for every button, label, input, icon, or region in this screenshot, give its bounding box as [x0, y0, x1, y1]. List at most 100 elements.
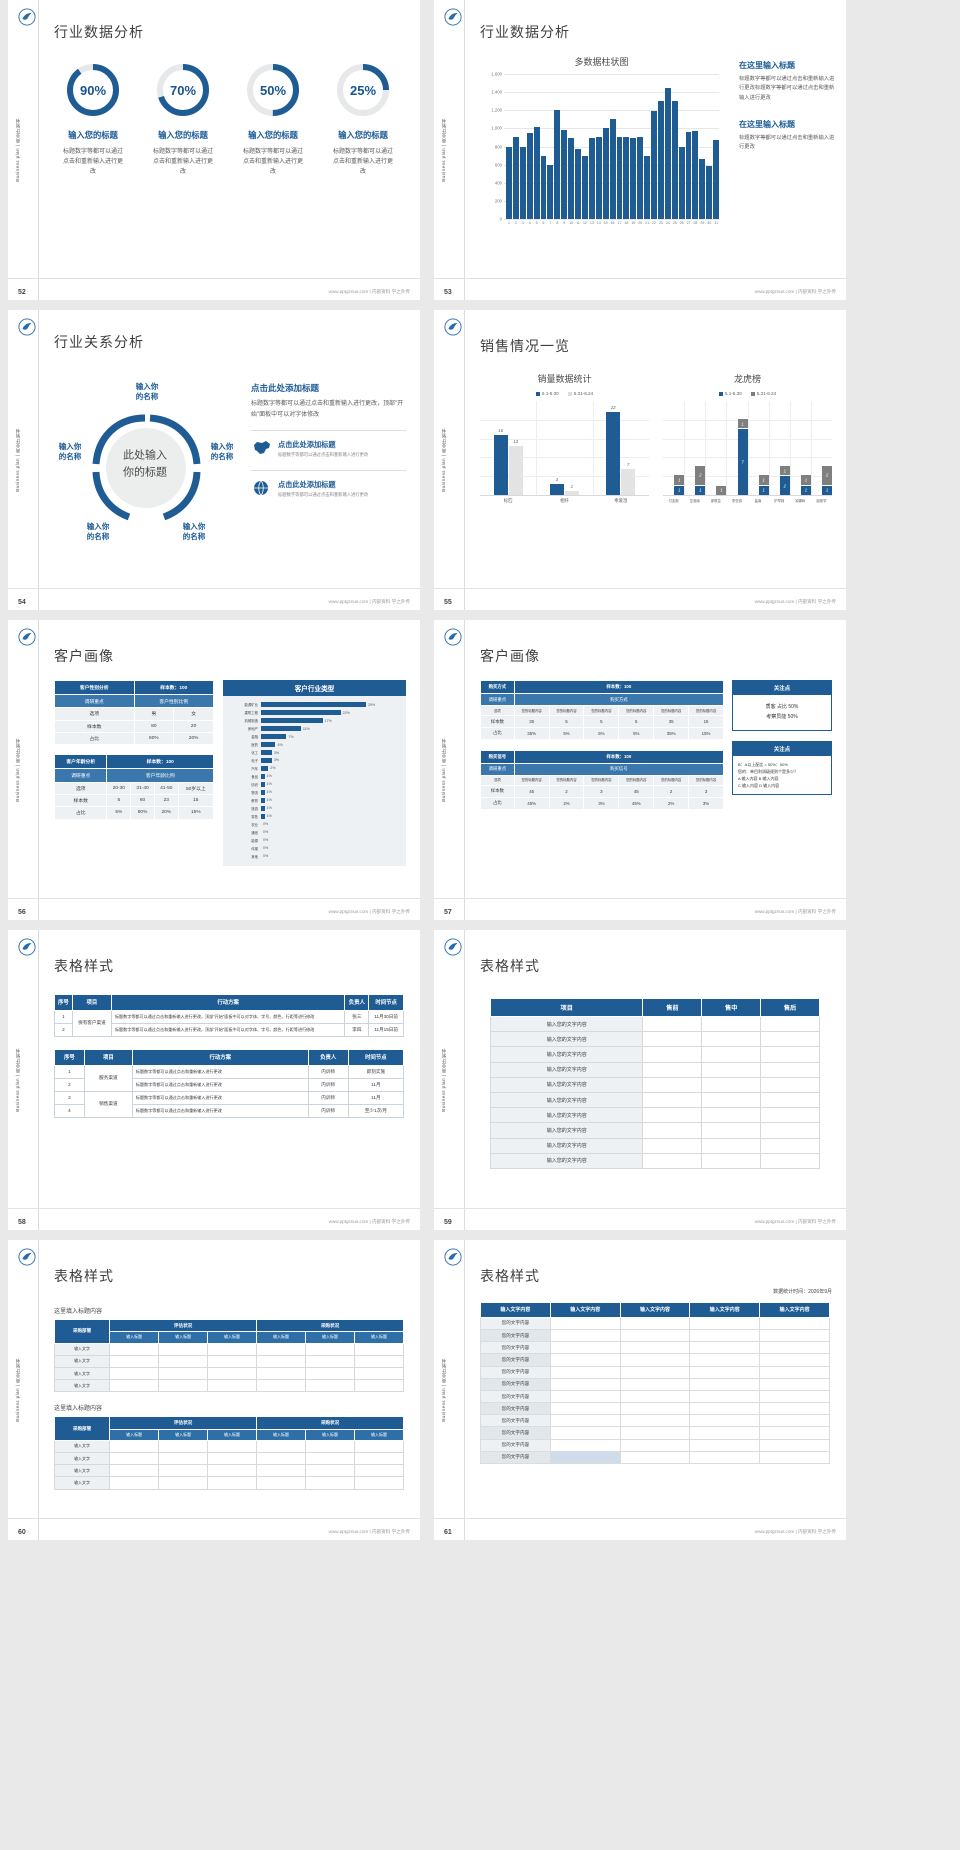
- hbar-value: 2%: [270, 766, 276, 771]
- table-row: 您的文字内容: [480, 1450, 830, 1465]
- hbar-row: 教育 1%: [227, 797, 402, 804]
- hbar: [261, 742, 276, 747]
- table-row: 占比 80% 20%: [54, 731, 214, 746]
- x-tick: 25: [672, 221, 677, 225]
- slide-54[interactable]: Business plan | 商业计划书 行业关系分析 输入你 的名称 输入你的…: [8, 310, 420, 610]
- y-tick: 1,400: [491, 89, 502, 95]
- gridline: [504, 92, 719, 94]
- page-title: 行业数据分析: [480, 24, 570, 40]
- side-label: Business plan | 商业计划书: [15, 118, 20, 182]
- bar-value: 13: [513, 439, 519, 445]
- table-subheader-row: 输入标题 输入标题 输入标题 输入标题 输入标题 输入标题: [55, 1428, 405, 1441]
- bar: [664, 87, 671, 219]
- feature-body: 标题数字等都可以通过点击和重新输入进行更改: [278, 451, 369, 457]
- x-tick: 27: [686, 221, 691, 225]
- purchase-table-2[interactable]: 采购部管 评估状况 采购状况 输入标题 输入标题 输入标题 输入标题 输入标题 输入标题 输入文字…: [53, 1416, 405, 1490]
- category-label: 纺织: [251, 782, 258, 787]
- donut-item[interactable]: 25% 输入您的标题 标题数字等都可以通过点击和重新输入进行更改: [318, 62, 408, 178]
- donut-heading: 输入您的标题: [158, 130, 208, 140]
- table-area: 项目 售前 售中 售后 输入您的文字内容 输入您的文字内容 输入您的文字内容 输入您的文字内容…: [489, 998, 820, 1169]
- bar-segment: 1: [822, 485, 832, 495]
- column-header: 售中: [701, 998, 762, 1017]
- gridline: [504, 74, 719, 75]
- segment-value: 2: [699, 472, 702, 478]
- hbar-value: 0%: [263, 822, 269, 827]
- y-tick: 1,000: [491, 125, 502, 131]
- category-label: 机械制造: [244, 719, 258, 724]
- slide-57[interactable]: Business plan | 商业计划书 客户画像 购买方式 样本数：100 调…: [434, 620, 846, 920]
- hbar-value: 17%: [324, 718, 332, 723]
- gridline: [480, 419, 649, 421]
- data-table[interactable]: 输入文字内容 输入文字内容 输入文字内容 输入文字内容 输入文字内容 您的文字内容 您的文字…: [480, 1302, 830, 1465]
- slide-53[interactable]: Business plan | 商业计划书 行业数据分析 多数据柱状图 0 200…: [434, 0, 846, 300]
- y-tick: 400: [494, 180, 502, 186]
- page-title: 表格样式: [54, 958, 114, 974]
- gridline: [480, 476, 649, 478]
- buy-method-table[interactable]: 购买方式 样本数：100 调研重点 购买方式 选项 您的标题内容 您的标题内容 您的标题内…: [480, 680, 725, 740]
- hbar-row: 纺织 1%: [227, 781, 402, 788]
- donut-body: 标题数字等都可以通过点击和重新输入进行更改: [62, 149, 123, 175]
- bar-segment: 2: [695, 465, 706, 485]
- bar-chart-multi: 多数据柱状图 0 200 400 600 800 1,000 1,200 1,400 1,600…: [484, 55, 720, 235]
- slide-60[interactable]: Business plan | 商业计划书 表格样式 这里填入标题内容 采购部管…: [8, 1240, 420, 1540]
- column-header: 输入文字内容: [759, 1302, 830, 1318]
- sidebar-divider: [38, 1240, 39, 1540]
- bar: [623, 137, 630, 219]
- donut-item[interactable]: 90% 输入您的标题 标题数字等都可以通过点击和重新输入进行更改: [48, 62, 138, 178]
- donut-value: 70%: [169, 82, 197, 98]
- subheader-cell: 调研重点: [53, 768, 108, 783]
- table-row: 输入您的文字内容: [489, 1046, 820, 1063]
- purchase-table-1[interactable]: 采购部管 评估状况 采购状况 输入标题 输入标题 输入标题 输入标题 输入标题 输入标题 输入文字…: [53, 1318, 405, 1393]
- bar-segment: 1: [758, 485, 769, 495]
- table-row: 输入您的文字内容: [489, 1137, 820, 1154]
- bar-segment: 1: [800, 475, 811, 485]
- sub-column-header: 输入标题: [158, 1428, 209, 1441]
- x-tick: 5: [535, 221, 538, 225]
- footer-note: www.pptgznus.com | 内部资料 学之外传: [754, 289, 836, 294]
- table-area: 输入文字内容 输入文字内容 输入文字内容 输入文字内容 输入文字内容 您的文字内容 您的文字…: [480, 1302, 830, 1465]
- x-tick: 护早妹: [774, 499, 785, 503]
- gridline: [480, 457, 649, 459]
- slide-59[interactable]: Business plan | 商业计划书 表格样式 项目 售前 售中 售后 输入您的文…: [434, 930, 846, 1230]
- donut-item[interactable]: 50% 输入您的标题 标题数字等都可以通过点击和重新输入进行更改: [228, 62, 318, 178]
- hbar-value: 1%: [266, 814, 272, 819]
- slide-52[interactable]: Business plan | 商业计划书 行业数据分析 90% 输入您的标题 …: [8, 0, 420, 300]
- column-header: 输入文字内容: [480, 1302, 551, 1318]
- subheader-cell: 客户年龄比例: [106, 768, 214, 783]
- table-row: 输入您的文字内容: [489, 1076, 820, 1093]
- footer-note: www.pptgznus.com | 内部资料 学之外传: [328, 1219, 410, 1224]
- slide-58[interactable]: Business plan | 商业计划书 表格样式 序号 项目 行动方案 负责人 时间…: [8, 930, 420, 1230]
- chart-plot: 0 200 400 600 800 1,000 1,200 1,400 1,600: [491, 72, 720, 222]
- hbar-row: 农业 0%: [227, 821, 402, 828]
- gender-table[interactable]: 客户性别分析 样本数：100 调研重点 客户性别比例 选项男女 样本数 80 20 占比…: [54, 680, 214, 746]
- bar: 22: [606, 405, 621, 495]
- slide-55[interactable]: Business plan | 商业计划书 销售情况一览 销量数据统计 5.1-…: [434, 310, 846, 610]
- donut-item[interactable]: 70% 输入您的标题 标题数字等都可以通过点击和重新输入进行更改: [138, 62, 228, 178]
- column-header: 售后: [760, 998, 820, 1017]
- chart-title: 龙虎榜: [733, 374, 761, 384]
- action-table-2[interactable]: 序号 项目 行动方案 负责人 时间节点 1 服务渠道 标题数字等都可以通过点击和重新输入进行更…: [54, 1048, 405, 1118]
- column-header: 售前: [642, 998, 703, 1017]
- table-row: 输入文字: [53, 1342, 405, 1356]
- column-header: 行动方案: [131, 1048, 309, 1066]
- node-label-right: 输入你 的名称: [210, 442, 234, 462]
- bar: [554, 110, 561, 219]
- slide-61[interactable]: Business plan | 商业计划书 表格样式 数据统计时间：2026年9…: [434, 1240, 846, 1540]
- slide-56[interactable]: Business plan | 商业计划书 客户画像 客户性别分析 样本数：100…: [8, 620, 420, 920]
- column-header: 评估状况: [109, 1318, 258, 1333]
- table-row: 样本数 5 60 23 15: [53, 793, 215, 808]
- x-tick: 12: [582, 221, 587, 225]
- age-table[interactable]: 客户年龄分析 样本数：100 调研重点 客户年龄比例 选项 20-30 31-40 41-…: [53, 754, 215, 820]
- service-table[interactable]: 项目 售前 售中 售后 输入您的文字内容 输入您的文字内容 输入您的文字内容 输入您的文字内容…: [489, 998, 820, 1169]
- feature-row[interactable]: 点击此处添加标题 标题数字等都可以通过点击和重新输入进行更改: [251, 429, 406, 461]
- sidebar-divider: [464, 310, 465, 610]
- donut-group: 90% 输入您的标题 标题数字等都可以通过点击和重新输入进行更改 70% 输入您…: [48, 62, 408, 178]
- table-header-row: 采购部管 评估状况 采购状况: [53, 1416, 404, 1441]
- buy-signal-table[interactable]: 购买信号 样本数：100 调研重点 购买信号 选项 您的标题内容 您的标题内容 您的标题内…: [480, 749, 725, 810]
- action-table-1[interactable]: 序号 项目 行动方案 负责人 时间节点 1 保有客户渠道 标题数字等都可以通过点击和重新输入进…: [54, 994, 404, 1037]
- side-label: Business plan | 商业计划书: [441, 118, 446, 182]
- donut-heading: 输入您的标题: [338, 130, 388, 140]
- feature-row[interactable]: 点击此处添加标题 标题数字等都可以通过点击和重新输入进行更改: [251, 469, 406, 501]
- table-row: 您的文字内容: [480, 1328, 830, 1343]
